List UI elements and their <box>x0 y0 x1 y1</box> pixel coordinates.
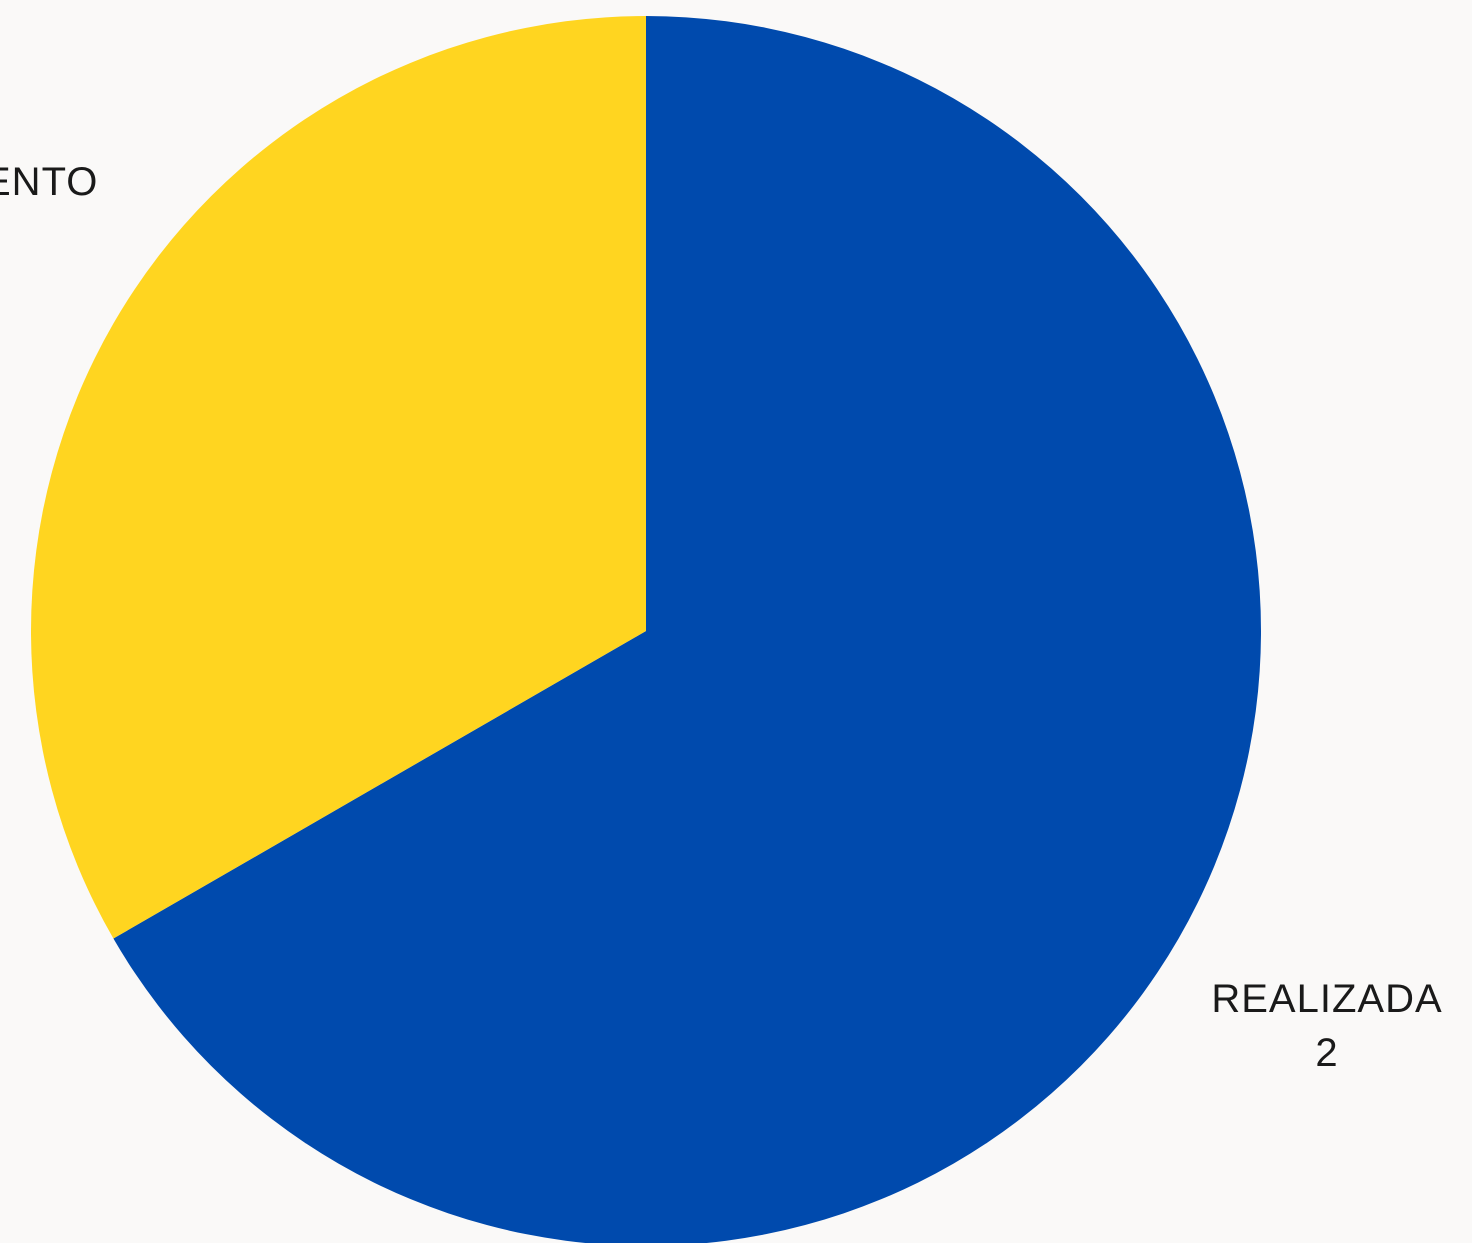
slices-layer <box>30 16 1261 1243</box>
slice-label-realizada: REALIZADA <box>1211 977 1442 1021</box>
slice-label-ento: ENTO <box>0 160 98 204</box>
pie-slice-realizada <box>113 16 1261 1243</box>
labels-layer: REALIZADA 2 ENTO <box>0 160 1442 1075</box>
slice-value-realizada: 2 <box>1315 1031 1338 1075</box>
pie-slice-ento <box>30 16 646 939</box>
